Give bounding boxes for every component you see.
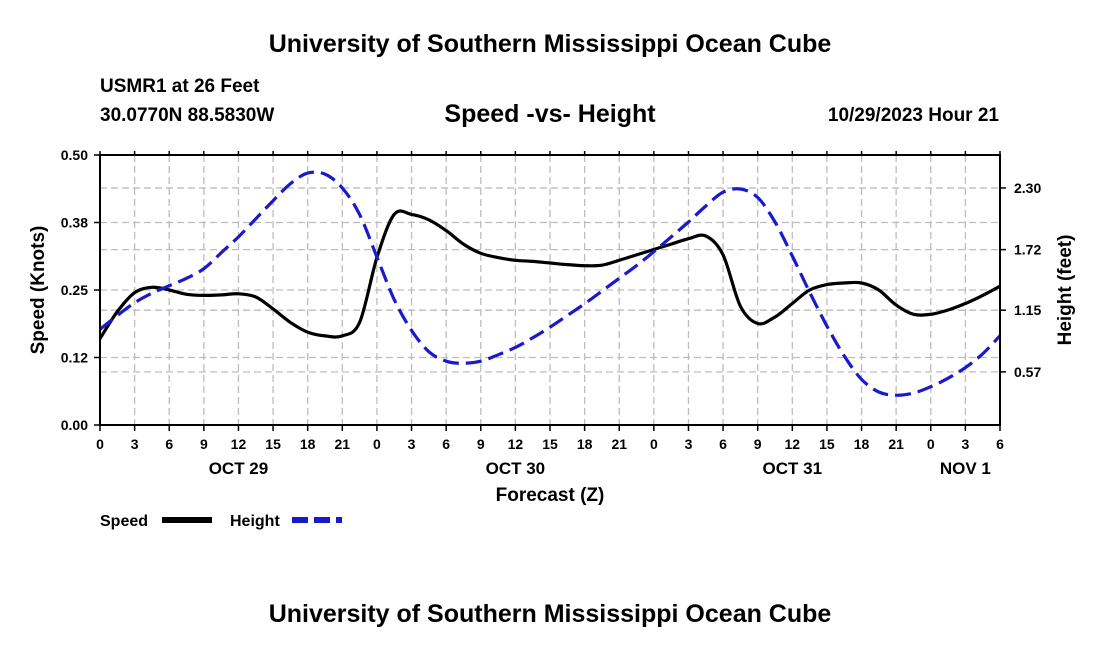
x-tick-label: 12 (231, 436, 247, 452)
station-name: USMR1 at 26 Feet (100, 76, 260, 97)
chart-subtitle: Speed -vs- Height (444, 100, 656, 128)
x-tick-label: 6 (996, 436, 1004, 452)
x-tick-label: 0 (927, 436, 935, 452)
x-tick-label: 6 (719, 436, 727, 452)
day-label: OCT 29 (209, 459, 269, 478)
speed-series-line (98, 209, 1001, 340)
x-tick-label: 15 (819, 436, 835, 452)
x-tick-label: 0 (373, 436, 381, 452)
x-tick-label: 15 (542, 436, 558, 452)
y-tick-label: 0.00 (61, 417, 88, 433)
legend-label-height: Height (230, 513, 280, 530)
x-tick-label: 0 (650, 436, 658, 452)
day-label: OCT 31 (763, 459, 823, 478)
y-tick-label: 0.25 (61, 282, 88, 298)
x-tick-label: 18 (300, 436, 316, 452)
chart-title: University of Southern Mississippi Ocean… (268, 30, 832, 58)
y2-tick-label: 1.15 (1014, 302, 1041, 318)
x-tick-label: 12 (508, 436, 524, 452)
x-tick-label: 15 (265, 436, 281, 452)
x-tick-label: 9 (477, 436, 485, 452)
y2-tick-label: 2.30 (1014, 180, 1041, 196)
x-tick-label: 21 (888, 436, 904, 452)
forecast-datetime: 10/29/2023 Hour 21 (827, 105, 999, 126)
y-axis-title: Speed (Knots) (28, 226, 49, 355)
axis-labels: 0 3 6 9 12 15 18 21 0 3 6 9 12 15 18 21 0 3 6 9 12 15 18 21 0 3 6 0… (28, 147, 1076, 506)
y-tick-label: 0.38 (61, 215, 88, 231)
x-tick-label: 6 (165, 436, 173, 452)
x-tick-label: 3 (131, 436, 139, 452)
x-tick-label: 3 (961, 436, 969, 452)
axis-ticks (94, 151, 1006, 431)
legend-label-speed: Speed (100, 513, 148, 530)
footer-title: University of Southern Mississippi Ocean… (268, 600, 832, 628)
series-lines (98, 170, 1002, 397)
x-tick-label: 12 (785, 436, 801, 452)
y-tick-label: 0.12 (61, 350, 88, 366)
day-label: OCT 30 (486, 459, 546, 478)
x-tick-label: 18 (854, 436, 870, 452)
x-tick-label: 3 (408, 436, 416, 452)
y2-tick-label: 1.72 (1014, 242, 1041, 258)
station-coordinates: 30.0770N 88.5830W (100, 105, 275, 126)
x-axis-title: Forecast (Z) (496, 485, 605, 506)
x-tick-label: 9 (754, 436, 762, 452)
x-tick-label: 6 (442, 436, 450, 452)
x-tick-label: 0 (96, 436, 104, 452)
x-tick-label: 9 (200, 436, 208, 452)
day-label: NOV 1 (940, 459, 991, 478)
y2-tick-label: 0.57 (1014, 364, 1041, 380)
y-tick-label: 0.50 (61, 147, 88, 163)
x-tick-label: 21 (611, 436, 627, 452)
x-tick-label: 21 (335, 436, 351, 452)
legend: Speed Height (100, 513, 342, 530)
height-series-line (99, 170, 1002, 397)
y2-axis-title: Height (feet) (1055, 235, 1076, 346)
x-tick-label: 18 (577, 436, 593, 452)
x-tick-label: 3 (685, 436, 693, 452)
